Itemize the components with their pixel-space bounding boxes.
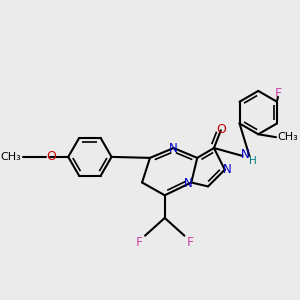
Text: O: O (46, 150, 56, 164)
Text: F: F (187, 236, 194, 249)
Text: N: N (169, 142, 178, 154)
Text: CH₃: CH₃ (1, 152, 22, 162)
Text: O: O (216, 123, 226, 136)
Text: F: F (136, 236, 143, 249)
Text: F: F (274, 87, 282, 101)
Text: H: H (250, 156, 257, 166)
Text: N: N (184, 177, 193, 190)
Text: N: N (241, 148, 250, 161)
Text: CH₃: CH₃ (278, 132, 298, 142)
Text: N: N (222, 163, 231, 176)
